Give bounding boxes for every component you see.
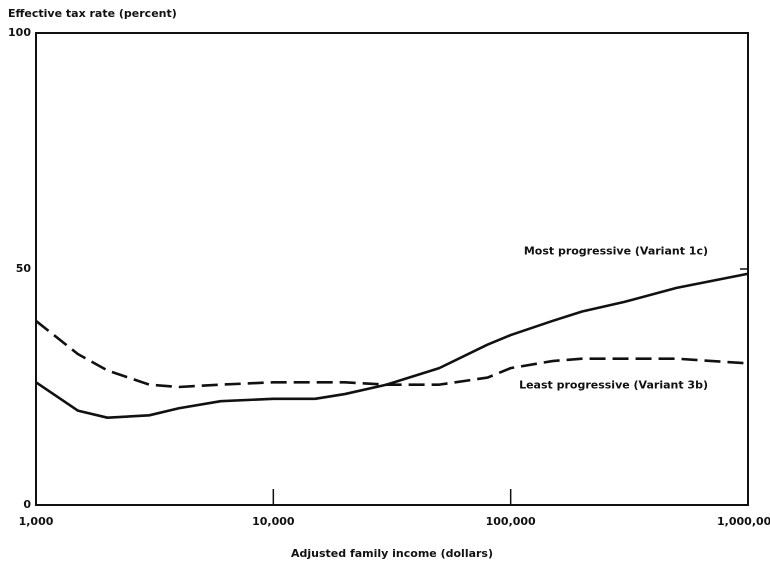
y-axis-label: Effective tax rate (percent) xyxy=(8,7,177,20)
y-tick-label: 0 xyxy=(23,498,31,511)
x-tick-label: 100,000 xyxy=(486,515,536,528)
x-tick-label: 1,000 xyxy=(19,515,54,528)
x-tick-label: 10,000 xyxy=(252,515,295,528)
y-tick-label: 100 xyxy=(8,26,31,39)
plot-frame xyxy=(35,32,749,506)
x-tick-label: 1,000,000 xyxy=(717,515,770,528)
line-label: Most progressive (Variant 1c) xyxy=(524,245,708,258)
line xyxy=(35,272,749,419)
y-tick-label: 50 xyxy=(16,262,32,275)
line xyxy=(35,319,749,389)
x-axis-label: Adjusted family income (dollars) xyxy=(291,547,493,560)
line-label: Least progressive (Variant 3b) xyxy=(519,378,708,391)
